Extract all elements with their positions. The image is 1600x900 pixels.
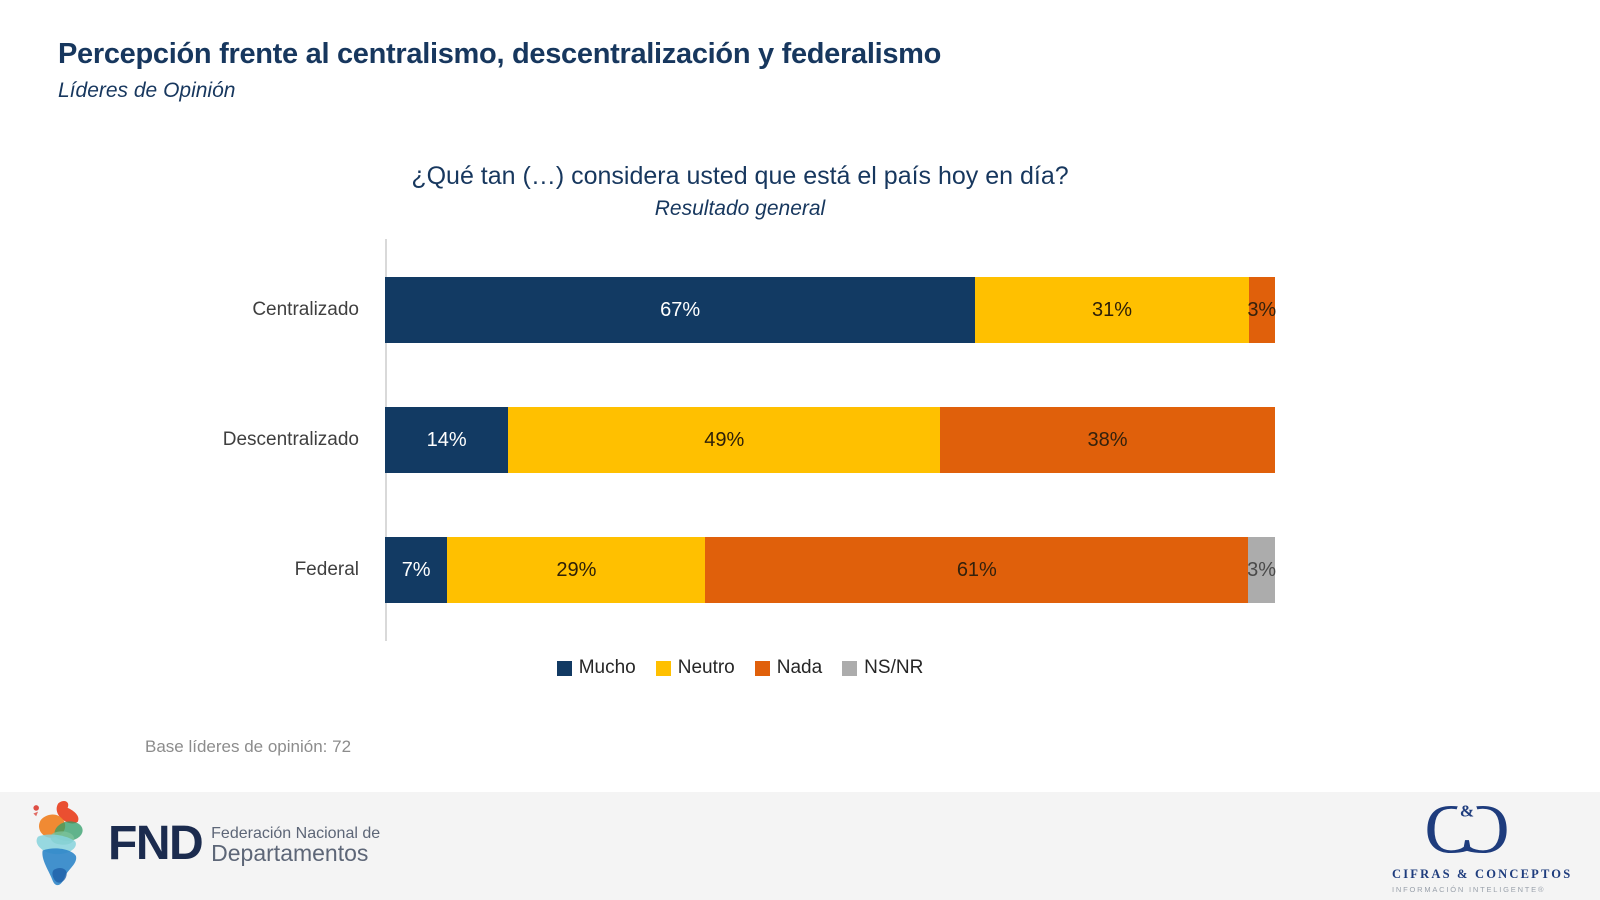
bar-segment-nada: 38%	[940, 407, 1275, 473]
bar-track: 7% 29% 61% 3%	[385, 537, 1277, 603]
legend-item-mucho: Mucho	[556, 657, 636, 679]
bar-track: 67% 31% 3%	[385, 277, 1277, 343]
base-note: Base líderes de opinión: 72	[145, 737, 352, 756]
bar-value-label: 49%	[704, 428, 745, 451]
bar-value-label: 14%	[426, 428, 467, 451]
chart-rows: Centralizado 67% 31% 3% Descentralizado 14% 49…	[205, 245, 1277, 635]
cc-company-name: CIFRAS & CONCEPTOS	[1392, 867, 1573, 881]
bar-value-label: 67%	[660, 298, 701, 321]
chart-title: ¿Qué tan (…) considera usted que está el…	[411, 162, 1069, 190]
bar-value-label: 3%	[1247, 298, 1277, 321]
legend-swatch-icon	[655, 660, 671, 676]
legend-item-nsnr: NS/NR	[842, 657, 923, 679]
chart-row: Descentralizado 14% 49% 38%	[205, 375, 1275, 505]
fnd-name-line1: Federación Nacional de	[211, 825, 381, 843]
bar-value-label: 38%	[1087, 428, 1128, 451]
chart-legend: Mucho Neutro Nada NS/NR	[205, 657, 1275, 679]
cc-tagline: INFORMACIÓN INTELIGENTE®	[1392, 885, 1546, 894]
fnd-name-line2: Departamentos	[211, 840, 369, 867]
cifras-conceptos-logo: C C & CIFRAS & CONCEPTOS INFORMACIÓN INT…	[1392, 792, 1573, 894]
bar-segment-nada: 3%	[1247, 277, 1277, 343]
bar-segment-neutro: 31%	[975, 277, 1249, 343]
legend-label: NS/NR	[864, 657, 924, 678]
fnd-wordmark: FND	[108, 817, 204, 870]
legend-item-nada: Nada	[754, 657, 823, 679]
colombia-map-icon	[33, 801, 83, 886]
page-subtitle: Líderes de Opinión	[58, 79, 236, 102]
bar-segment-mucho: 67%	[385, 277, 976, 343]
chart-plot: Centralizado 67% 31% 3% Descentralizado 14% 49…	[205, 239, 1277, 641]
legend-label: Nada	[776, 657, 823, 678]
chart-row: Federal 7% 29% 61% 3%	[205, 505, 1277, 635]
bar-segment-mucho: 14%	[385, 407, 509, 473]
bar-value-label: 31%	[1091, 298, 1132, 321]
chart-area: ¿Qué tan (…) considera usted que está el…	[205, 162, 1277, 679]
bar-value-label: 3%	[1247, 558, 1277, 581]
page-title: Percepción frente al centralismo, descen…	[58, 38, 942, 70]
bar-segment-nsnr: 3%	[1247, 537, 1277, 603]
legend-item-neutro: Neutro	[655, 657, 735, 679]
category-label: Federal	[294, 559, 359, 580]
bar-track: 14% 49% 38%	[385, 407, 1275, 473]
legend-label: Mucho	[578, 657, 636, 678]
chart-row: Centralizado 67% 31% 3%	[205, 245, 1277, 375]
fnd-logo: FND Federación Nacional de Departamentos	[26, 796, 380, 892]
legend-swatch-icon	[556, 660, 572, 676]
category-label: Descentralizado	[222, 429, 359, 450]
legend-swatch-icon	[754, 660, 770, 676]
bar-value-label: 7%	[401, 558, 431, 581]
bar-segment-neutro: 29%	[447, 537, 706, 603]
fnd-full-name: Federación Nacional de Departamentos	[211, 822, 380, 866]
bar-value-label: 29%	[556, 558, 597, 581]
category-label: Centralizado	[252, 299, 359, 320]
footer-band: FND Federación Nacional de Departamentos…	[0, 792, 1600, 900]
report-header: Percepción frente al centralismo, descen…	[58, 38, 941, 103]
cc-ampersand: &	[1460, 802, 1474, 821]
bar-segment-nada: 61%	[705, 537, 1249, 603]
chart-subtitle: Resultado general	[654, 197, 826, 220]
bar-segment-mucho: 7%	[385, 537, 448, 603]
bar-segment-neutro: 49%	[508, 407, 941, 473]
legend-swatch-icon	[842, 660, 858, 676]
legend-label: Neutro	[677, 657, 735, 678]
bar-value-label: 61%	[956, 558, 997, 581]
cc-monogram-icon: C C &	[1425, 792, 1510, 869]
